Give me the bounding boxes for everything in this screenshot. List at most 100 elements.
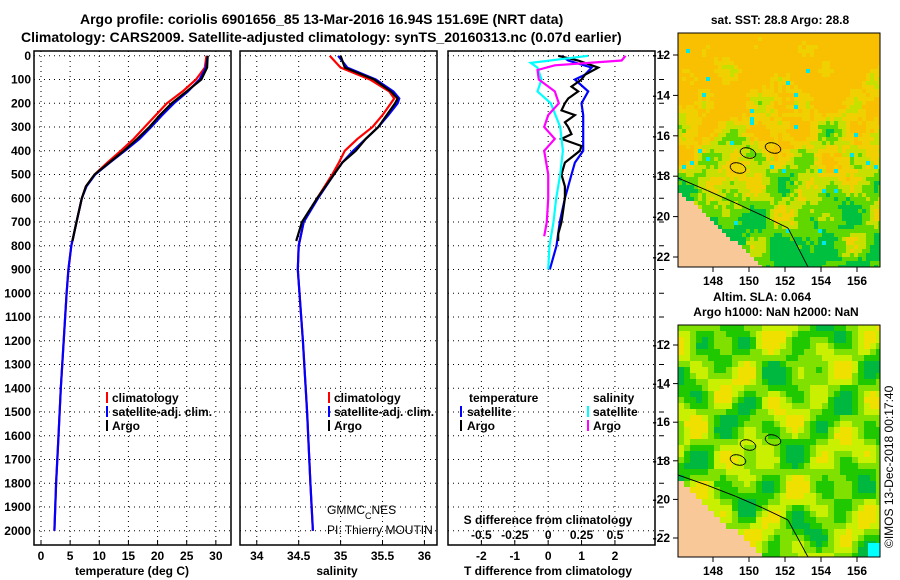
lat-tick-label: -20 bbox=[653, 492, 671, 506]
plot-frame bbox=[240, 51, 437, 545]
depth-tick-label: 1400 bbox=[4, 381, 31, 395]
legend-swatch-argo bbox=[328, 420, 330, 431]
x-tick-label: 30 bbox=[209, 549, 223, 563]
lat-tick-label: -18 bbox=[653, 169, 671, 183]
depth-tick-label: 1500 bbox=[4, 405, 31, 419]
lon-tick-label: 156 bbox=[847, 274, 867, 288]
legend-label: Argo bbox=[593, 419, 621, 433]
x-tick-label: 1 bbox=[578, 549, 585, 563]
lon-tick-label: 156 bbox=[847, 564, 867, 578]
depth-tick-label: 500 bbox=[11, 168, 31, 182]
x-tick-label: -1 bbox=[509, 549, 520, 563]
legend-swatch-argo bbox=[106, 420, 108, 431]
depth-tick-label: 300 bbox=[11, 120, 31, 134]
depth-tick-label: 1800 bbox=[4, 476, 31, 490]
x-tick-label: 10 bbox=[93, 549, 107, 563]
x-tick-label: 0 bbox=[545, 549, 552, 563]
depth-tick-label: 200 bbox=[11, 96, 31, 110]
legend-header-salinity: salinity bbox=[593, 391, 635, 405]
lon-tick-label: 148 bbox=[703, 274, 723, 288]
x-tick-label: 35.5 bbox=[371, 549, 395, 563]
legend-swatch-climatology bbox=[106, 392, 108, 403]
series-line-t-satellite bbox=[550, 56, 592, 270]
gmmc-text: GMMCCNES bbox=[327, 503, 396, 521]
lon-tick-label: 150 bbox=[739, 564, 759, 578]
gmmc-b: NES bbox=[372, 503, 397, 517]
series-line-climatology bbox=[54, 56, 206, 531]
legend-label: satellite bbox=[593, 405, 638, 419]
legend-label: satellite-adj. clim. bbox=[112, 405, 212, 419]
lat-tick-label: -14 bbox=[653, 88, 671, 102]
x-tick-label: 20 bbox=[151, 549, 165, 563]
legend-label: climatology bbox=[334, 391, 401, 405]
lon-tick-label: 152 bbox=[775, 274, 795, 288]
difference-legend: temperature salinity satellite Argo sate… bbox=[460, 391, 638, 527]
lat-tick-label: -16 bbox=[653, 129, 671, 143]
s-tick-label: -0.5 bbox=[471, 528, 492, 542]
s-tick-label: -0.25 bbox=[501, 528, 529, 542]
lat-tick-label: -22 bbox=[653, 250, 671, 264]
legend-swatch-climatology bbox=[328, 392, 330, 403]
depth-tick-label: 900 bbox=[11, 263, 31, 277]
panel-2: -2 -1 0 1 2 -0.5 -0.25 0 0.25 0.5 bbox=[448, 51, 664, 563]
depth-tick-label: 1000 bbox=[4, 286, 31, 300]
lat-tick-label: -22 bbox=[653, 531, 671, 545]
legend-label: climatology bbox=[112, 391, 179, 405]
salinity-xlabel: salinity bbox=[316, 564, 358, 578]
depth-tick-label: 1100 bbox=[5, 310, 31, 324]
legend-swatch-satellite bbox=[328, 406, 330, 417]
sst-map-frame bbox=[678, 33, 880, 267]
x-tick-label: 34.5 bbox=[287, 549, 311, 563]
series-line-s-satellite bbox=[531, 56, 588, 270]
legend-label: satellite bbox=[467, 405, 512, 419]
salinity-legend: climatology satellite-adj. clim. Argo GM… bbox=[327, 391, 434, 537]
lon-tick-label: 148 bbox=[703, 564, 723, 578]
lat-tick-label: -16 bbox=[653, 415, 671, 429]
legend-label: satellite-adj. clim. bbox=[334, 405, 434, 419]
figure-svg: Argo profile: coriolis 6901656_85 13-Mar… bbox=[0, 0, 900, 580]
x-tick-label: 2 bbox=[612, 549, 619, 563]
depth-tick-label: 1700 bbox=[4, 453, 31, 467]
lon-tick-label: 154 bbox=[811, 564, 831, 578]
legend-label: Argo bbox=[112, 419, 140, 433]
temperature-legend: climatology satellite-adj. clim. Argo bbox=[106, 391, 212, 433]
lon-tick-label: 152 bbox=[775, 564, 795, 578]
x-tick-label: 5 bbox=[67, 549, 74, 563]
depth-tick-label: 0 bbox=[24, 49, 31, 63]
legend-header-temperature: temperature bbox=[469, 391, 539, 405]
credit-text: ©IMOS 13-Dec-2018 00:17:40 bbox=[882, 385, 896, 548]
sla-map-frame bbox=[678, 325, 880, 557]
lat-tick-label: -12 bbox=[653, 48, 671, 62]
series-line-argo bbox=[73, 56, 208, 241]
x-tick-label: 25 bbox=[180, 549, 194, 563]
title-line-1: Argo profile: coriolis 6901656_85 13-Mar… bbox=[80, 11, 563, 27]
lat-tick-label: -14 bbox=[653, 377, 671, 391]
gmmc-a: GMMC bbox=[327, 503, 365, 517]
legend-swatch-s-satellite bbox=[587, 406, 589, 417]
depth-tick-label: 700 bbox=[11, 215, 31, 229]
lat-tick-label: -18 bbox=[653, 454, 671, 468]
depth-tick-label: 1200 bbox=[4, 334, 31, 348]
legend-swatch-t-argo bbox=[460, 420, 462, 431]
legend-swatch-t-satellite bbox=[460, 406, 462, 417]
depth-tick-label: 800 bbox=[11, 239, 31, 253]
x-tick-label: 35 bbox=[334, 549, 348, 563]
legend-label: Argo bbox=[334, 419, 362, 433]
s-tick-label: 0.5 bbox=[607, 528, 624, 542]
depth-tick-label: 600 bbox=[11, 191, 31, 205]
x-tick-label: -2 bbox=[476, 549, 487, 563]
panel-1: 34 34.5 35 35.5 36 bbox=[240, 51, 437, 563]
tdiff-xlabel: T difference from climatology bbox=[464, 564, 632, 578]
argo-profile-figure: Argo profile: coriolis 6901656_85 13-Mar… bbox=[0, 0, 900, 580]
x-tick-label: 0 bbox=[38, 549, 45, 563]
depth-tick-label: 400 bbox=[11, 144, 31, 158]
depth-tick-label: 1900 bbox=[4, 500, 31, 514]
x-tick-label: 15 bbox=[122, 549, 136, 563]
s-tick-label: 0.25 bbox=[570, 528, 594, 542]
x-tick-label: 36 bbox=[418, 549, 432, 563]
legend-swatch-satellite bbox=[106, 406, 108, 417]
sla-map-title-1: Altim. SLA: 0.064 bbox=[713, 290, 811, 304]
depth-tick-label: 2000 bbox=[4, 524, 31, 538]
panel-0: 0 5 10 15 20 25 300100200300400500600700800900… bbox=[4, 49, 231, 563]
temperature-xlabel: temperature (deg C) bbox=[75, 564, 189, 578]
